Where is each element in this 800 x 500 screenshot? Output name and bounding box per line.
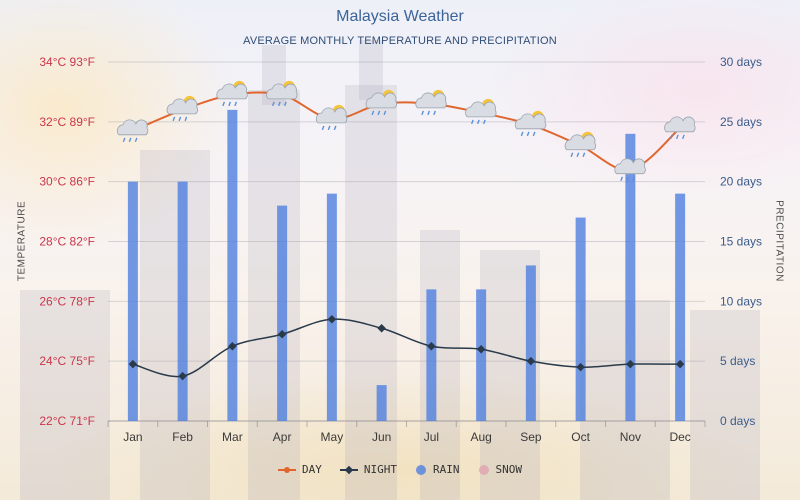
x-tick-label: Jun	[372, 430, 391, 444]
legend-item-day[interactable]: DAY	[278, 463, 322, 476]
y-right-tick-label: 5 days	[720, 354, 755, 368]
rain-cloud-icon	[614, 158, 646, 181]
sun-cloud-rain-icon	[166, 95, 199, 122]
rain-bar	[525, 265, 536, 421]
x-tick-label: Feb	[172, 430, 193, 444]
y-left-tick-label: 30°C 86°F	[39, 175, 95, 189]
x-tick-label: Nov	[620, 430, 641, 444]
rain-bar	[476, 289, 487, 421]
night-point	[476, 344, 486, 354]
sun-cloud-rain-icon	[564, 131, 597, 158]
x-tick-label: Mar	[222, 430, 243, 444]
sun-cloud-rain-icon	[266, 80, 298, 107]
rain-bar	[177, 181, 188, 421]
y-left-tick-label: 34°C 93°F	[39, 55, 95, 69]
y-left-tick-label: 22°C 71°F	[39, 414, 95, 428]
y-left-tick-label: 28°C 82°F	[39, 235, 95, 249]
chart-legend: DAY NIGHT RAIN SNOW	[0, 463, 800, 476]
sun-cloud-rain-icon	[514, 110, 547, 137]
rain-bar	[227, 109, 238, 421]
rain-bar	[426, 289, 437, 421]
x-tick-label: Dec	[669, 430, 690, 444]
legend-item-night[interactable]: NIGHT	[339, 463, 397, 476]
y-right-tick-label: 10 days	[720, 294, 762, 308]
sun-cloud-rain-icon	[415, 89, 447, 116]
x-tick-label: Oct	[571, 430, 590, 444]
night-point	[327, 315, 337, 324]
legend-item-snow[interactable]: SNOW	[478, 463, 523, 476]
night-point	[377, 324, 386, 333]
rain-bar	[376, 385, 387, 421]
rain-bar	[625, 133, 636, 422]
x-tick-label: Jan	[123, 430, 142, 444]
night-series-line	[132, 318, 681, 378]
y-left-tick-label: 24°C 75°F	[39, 354, 95, 368]
x-tick-label: May	[321, 430, 344, 444]
y-left-tick-label: 26°C 78°F	[39, 294, 95, 308]
x-tick-label: Aug	[470, 430, 491, 444]
chart-subtitle: AVERAGE MONTHLY TEMPERATURE AND PRECIPIT…	[243, 35, 557, 47]
night-point	[178, 371, 187, 381]
night-point	[128, 359, 138, 369]
legend-label-snow: SNOW	[495, 463, 523, 476]
night-point	[626, 359, 635, 369]
night-point	[228, 341, 237, 351]
rain-bar	[127, 181, 138, 421]
sun-cloud-rain-icon	[216, 80, 248, 107]
legend-item-rain[interactable]: RAIN	[415, 463, 460, 476]
night-point	[427, 341, 436, 351]
y-left-tick-label: 32°C 89°F	[39, 115, 95, 129]
sun-cloud-rain-icon	[315, 104, 348, 131]
legend-snow-dot-icon	[478, 464, 489, 475]
legend-rain-dot-icon	[416, 464, 426, 475]
rain-cloud-icon	[664, 116, 696, 140]
y-right-tick-label: 30 days	[720, 55, 762, 69]
x-tick-label: Apr	[273, 430, 292, 444]
night-point	[675, 359, 685, 369]
rain-bar	[675, 193, 686, 421]
legend-label-night: NIGHT	[363, 463, 397, 476]
legend-label-day: DAY	[302, 463, 322, 476]
chart-title: Malaysia Weather	[336, 8, 464, 25]
legend-night-line-icon	[339, 465, 358, 474]
legend-label-rain: RAIN	[433, 463, 460, 476]
night-point	[576, 362, 585, 372]
y-right-tick-label: 0 days	[720, 414, 755, 428]
x-tick-label: Jul	[424, 430, 439, 444]
rain-bar	[326, 193, 337, 421]
sun-cloud-rain-icon	[465, 98, 497, 125]
y-right-tick-label: 25 days	[720, 115, 762, 129]
y-right-tick-label: 20 days	[720, 175, 762, 189]
night-point	[277, 329, 287, 339]
sun-cloud-rain-icon	[365, 89, 398, 116]
night-point	[526, 356, 536, 366]
rain-bar	[277, 205, 288, 421]
rain-bar	[575, 217, 586, 421]
legend-day-line-icon	[278, 466, 296, 473]
day-series-line	[132, 91, 681, 171]
x-tick-label: Sep	[520, 430, 542, 444]
rain-cloud-icon	[116, 119, 149, 143]
y-right-tick-label: 15 days	[720, 235, 762, 249]
